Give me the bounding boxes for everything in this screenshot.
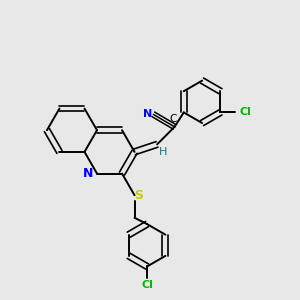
Text: Cl: Cl [240, 107, 251, 117]
Text: Cl: Cl [141, 280, 153, 290]
Text: C: C [169, 115, 177, 124]
Text: N: N [142, 109, 152, 119]
Text: N: N [83, 167, 94, 180]
Text: S: S [134, 189, 143, 202]
Text: H: H [159, 147, 167, 157]
